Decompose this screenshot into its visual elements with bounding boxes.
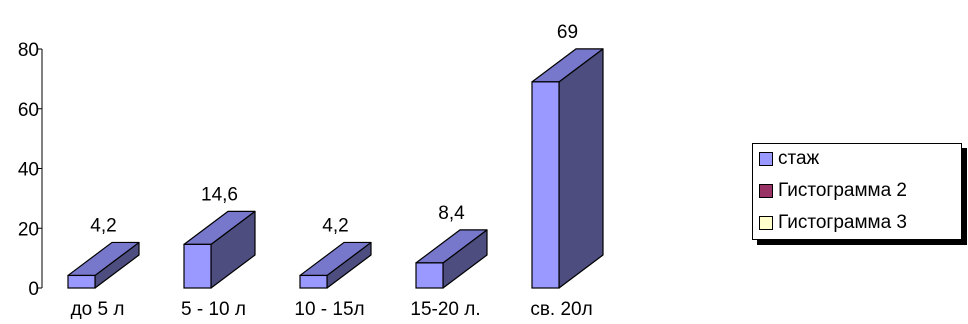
y-tick-label: 60 [18, 100, 39, 121]
legend-item-series-2: Гистограмма 2 [759, 180, 907, 202]
data-label: 4,2 [90, 215, 116, 236]
x-tick-label: 5 - 10 л [181, 299, 246, 320]
data-label: 69 [557, 22, 578, 43]
legend-item-series-1: стаж [759, 148, 819, 170]
bar [299, 274, 328, 289]
bar [415, 262, 444, 289]
x-tick-label: 10 - 15л [294, 299, 364, 320]
legend-label-series-1: стаж [778, 148, 820, 169]
legend-label-series-2: Гистограмма 2 [778, 180, 907, 201]
data-label: 14,6 [201, 184, 238, 205]
legend: стаж Гистограмма 2 Гистограмма 3 [752, 143, 967, 245]
y-tick-label: 0 [28, 279, 39, 300]
y-tick-label: 20 [18, 219, 39, 240]
x-tick-label: 15-20 л. [410, 299, 480, 320]
y-tick-label: 40 [18, 160, 39, 181]
x-tick-label: св. 20л [530, 299, 592, 320]
data-label: 8,4 [438, 203, 465, 224]
bar [183, 243, 212, 289]
bar [531, 81, 560, 289]
legend-swatch-series-2 [759, 184, 773, 198]
legend-box: стаж Гистограмма 2 Гистограмма 3 [752, 143, 962, 240]
bar [67, 274, 96, 289]
data-label: 4,2 [322, 215, 348, 236]
legend-label-series-3: Гистограмма 3 [778, 212, 907, 233]
x-tick-label: до 5 л [71, 299, 125, 320]
legend-swatch-series-3 [759, 216, 773, 230]
bar-side [558, 48, 604, 289]
legend-swatch-series-1 [759, 152, 773, 166]
y-tick-label: 80 [18, 40, 39, 61]
legend-item-series-3: Гистограмма 3 [759, 212, 907, 234]
